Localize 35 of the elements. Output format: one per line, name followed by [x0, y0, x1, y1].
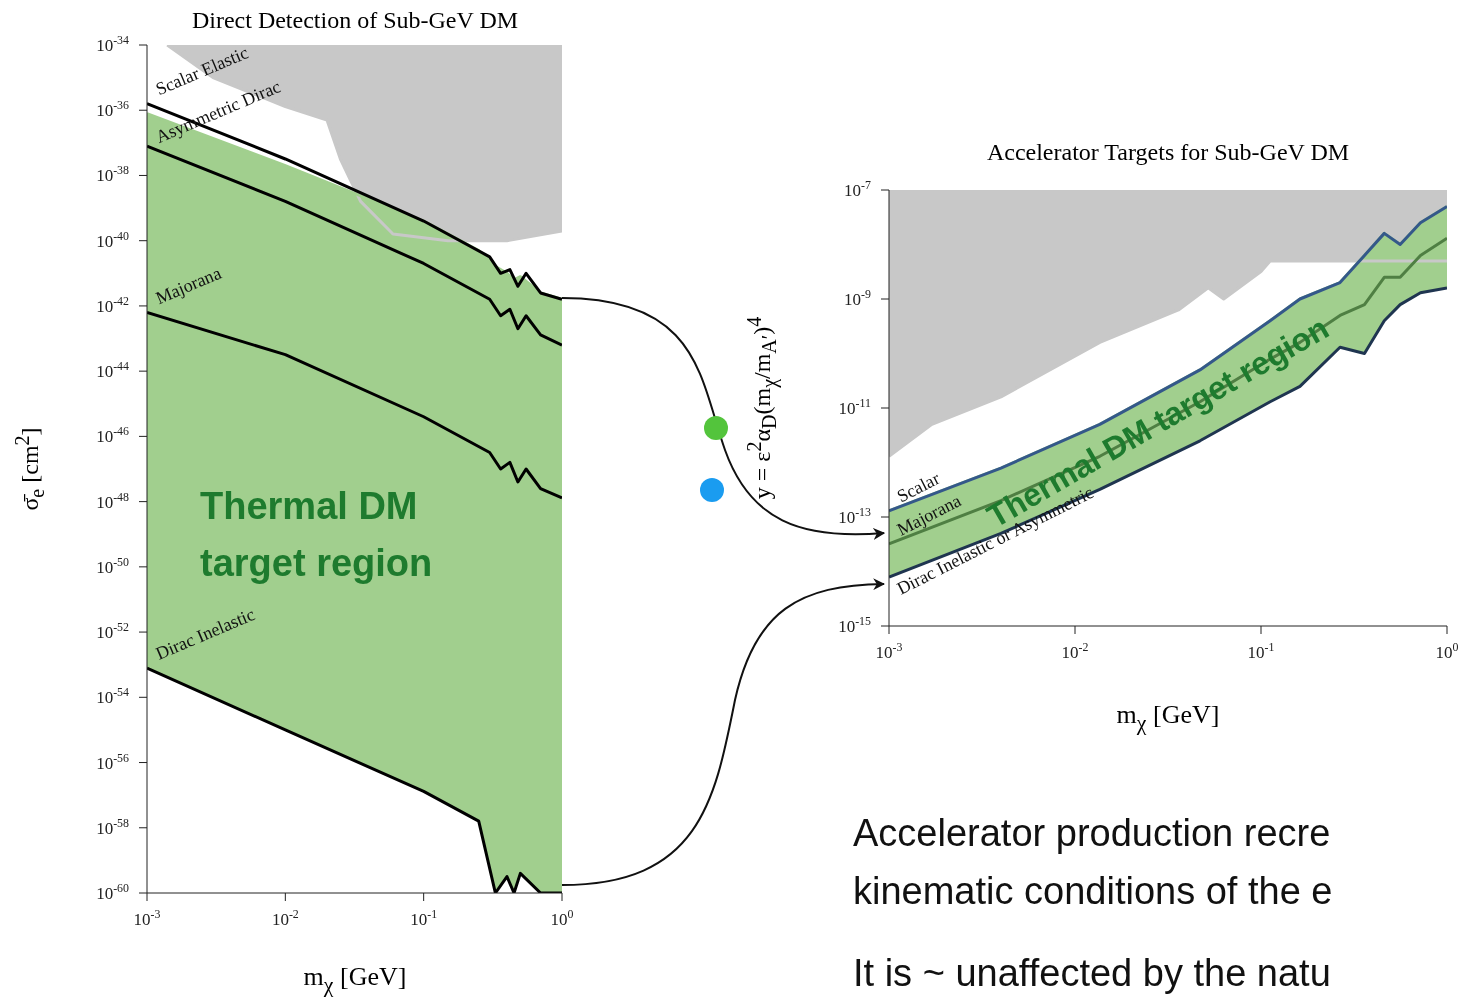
x-tick-label: 10$^{-3}$ — [875, 640, 903, 662]
text: Accelerator production recre — [853, 812, 1331, 855]
y-tick-label: 10$^{-54}$ — [96, 685, 130, 708]
y-tick-label: 10$^{-7}$ — [844, 178, 872, 200]
y-tick-label: 10$^{-60}$ — [96, 881, 130, 903]
x-tick-label: 10$^{0}$ — [550, 907, 574, 929]
y-tick-label: 10$^{-9}$ — [844, 287, 872, 309]
chart-title: Direct Detection of Sub-GeV DM — [191, 6, 519, 34]
x-tick-label: 10$^{-1}$ — [1247, 640, 1275, 662]
y-tick-label: 10$^{-40}$ — [96, 228, 130, 251]
y-tick-label: 10$^{-36}$ — [96, 98, 130, 121]
x-tick-label: 10$^{-2}$ — [271, 907, 299, 929]
x-axis-title: m$_{χ}$ [GeV] — [1116, 700, 1220, 736]
x-axis-title: m$_{χ}$ [GeV] — [303, 962, 407, 997]
y-tick-label: 10$^{-52}$ — [96, 620, 130, 643]
y-tick-label: 10$^{-13}$ — [838, 505, 872, 527]
y-tick-label: 10$^{-34}$ — [96, 33, 130, 55]
text: It is ~ unaffected by the natu — [853, 952, 1331, 995]
x-tick-label: 10$^{-3}$ — [133, 907, 161, 929]
x-tick-label: 10$^{0}$ — [1435, 640, 1459, 662]
y-tick-label: 10$^{-46}$ — [96, 424, 130, 447]
y-tick-label: 10$^{-48}$ — [96, 489, 130, 512]
y-tick-label: 10$^{-58}$ — [96, 815, 130, 838]
y-tick-label: 10$^{-56}$ — [96, 750, 130, 773]
text: kinematic conditions of the e — [853, 870, 1333, 913]
x-tick-label: 10$^{-2}$ — [1061, 640, 1089, 662]
y-tick-label: 10$^{-44}$ — [96, 359, 130, 382]
y-tick-label: 10$^{-42}$ — [96, 293, 130, 316]
y-tick-label: 10$^{-11}$ — [838, 396, 872, 418]
annotation: Thermal DM target region — [200, 484, 434, 586]
y-tick-label: 10$^{-15}$ — [838, 614, 872, 636]
x-tick-label: 10$^{-1}$ — [410, 907, 438, 929]
y-tick-label: 10$^{-50}$ — [96, 554, 130, 577]
y-tick-label: 10$^{-38}$ — [96, 163, 130, 186]
chart-title: Accelerator Targets for Sub-GeV DM — [986, 138, 1350, 166]
